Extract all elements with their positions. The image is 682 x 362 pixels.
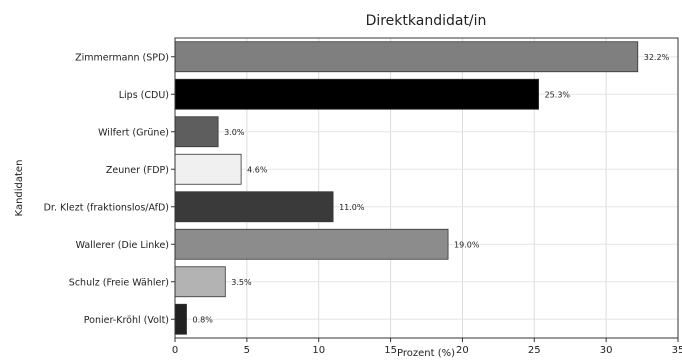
- category-label: Wilfert (Grüne): [98, 127, 169, 138]
- bars: [174, 41, 639, 335]
- category-label: Ponier-Kröhl (Volt): [84, 315, 169, 326]
- category-label: Wallerer (Die Linke): [76, 240, 169, 251]
- y-axis-label: Kandidaten: [14, 160, 25, 217]
- x-tick-label: 10: [312, 345, 325, 356]
- category-label: Zimmermann (SPD): [75, 52, 169, 63]
- category-label: Zeuner (FDP): [106, 165, 169, 176]
- bar: [174, 41, 639, 73]
- bar: [174, 191, 334, 223]
- x-tick-label: 25: [528, 345, 541, 356]
- value-label: 3.5%: [231, 278, 252, 287]
- x-tick-label: 30: [600, 345, 613, 356]
- value-label: 32.2%: [644, 53, 670, 62]
- value-label: 3.0%: [224, 128, 245, 137]
- category-label: Lips (CDU): [119, 90, 169, 101]
- chart-title: Direktkandidat/in: [366, 13, 487, 29]
- category-label: Dr. Klezt (fraktionslos/AfD): [44, 202, 169, 213]
- x-tick-label: 15: [384, 345, 397, 356]
- category-label: Schulz (Freie Wähler): [69, 277, 169, 288]
- x-tick-label: 35: [672, 345, 682, 356]
- bar: [174, 153, 242, 185]
- value-label: 0.8%: [192, 315, 213, 324]
- value-label: 25.3%: [545, 90, 571, 99]
- x-tick-label: 5: [244, 345, 250, 356]
- labels: 0 5 10 15 20 25 30 35 Zimmermann (SPD) 32.2% Lips …: [44, 52, 682, 356]
- bar: [174, 228, 449, 260]
- x-axis-label: Prozent (%): [397, 348, 455, 358]
- x-tick-label: 0: [172, 345, 178, 356]
- value-label: 11.0%: [339, 203, 365, 212]
- value-label: 19.0%: [454, 240, 480, 249]
- plot-frame: [174, 37, 679, 339]
- bar: [174, 78, 539, 110]
- bar: [174, 116, 219, 148]
- value-label: 4.6%: [247, 165, 268, 174]
- bar: [174, 266, 226, 298]
- bar: [174, 303, 187, 335]
- x-tick-label: 20: [456, 345, 469, 356]
